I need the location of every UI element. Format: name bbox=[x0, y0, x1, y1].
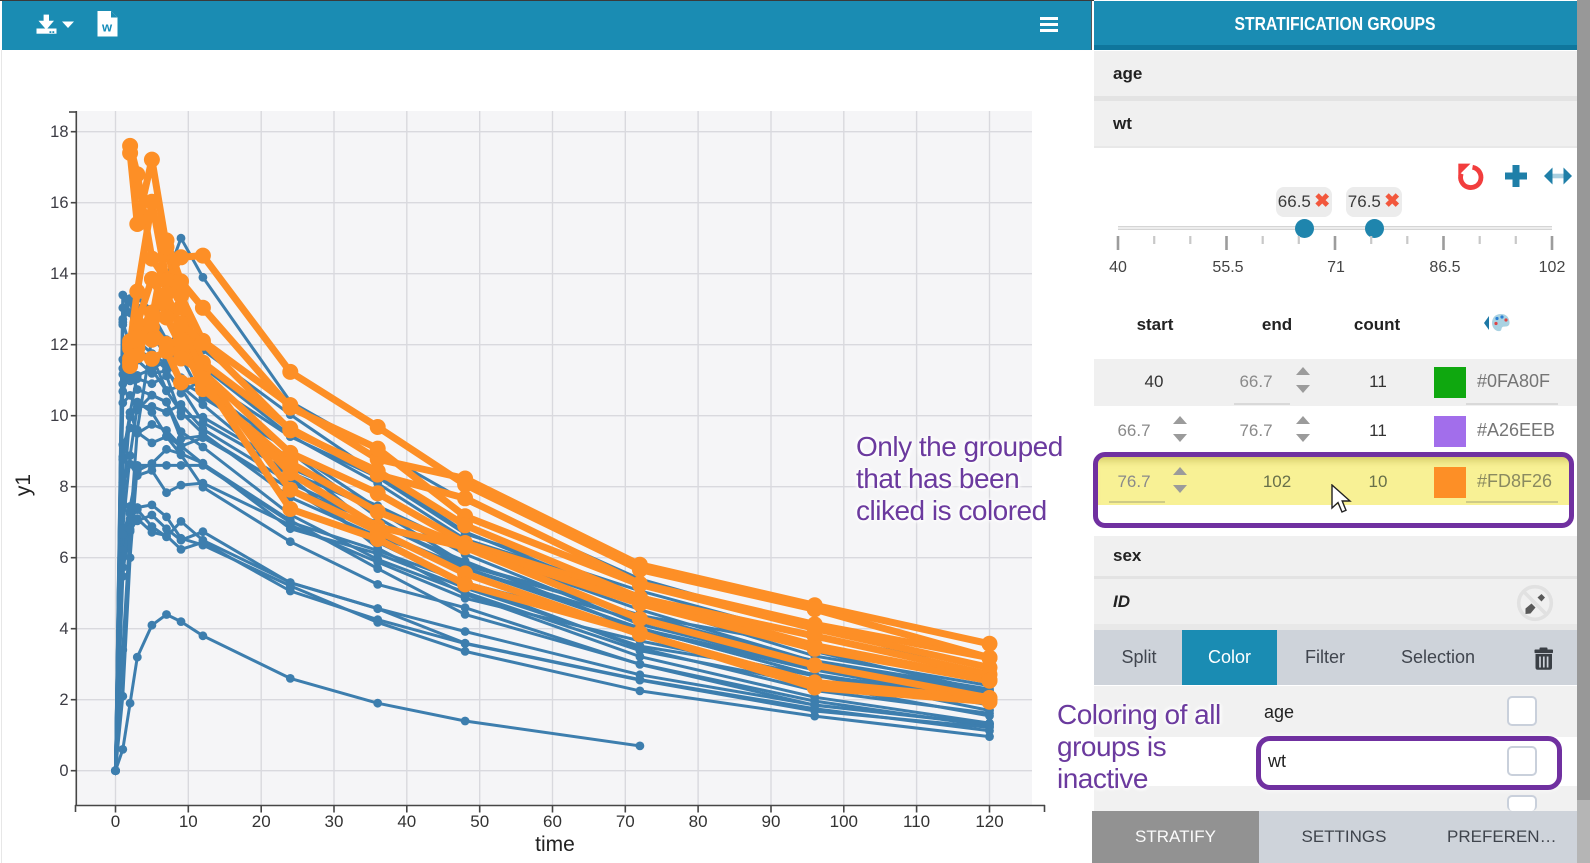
svg-text:18: 18 bbox=[50, 123, 68, 141]
svg-text:10: 10 bbox=[50, 407, 68, 425]
svg-text:30: 30 bbox=[325, 812, 344, 831]
svg-text:time: time bbox=[535, 833, 575, 856]
svg-text:90: 90 bbox=[762, 812, 781, 831]
svg-text:12: 12 bbox=[50, 336, 68, 354]
svg-text:40: 40 bbox=[397, 812, 416, 831]
svg-text:80: 80 bbox=[689, 812, 708, 831]
svg-text:y1: y1 bbox=[12, 474, 35, 496]
svg-text:16: 16 bbox=[50, 194, 68, 212]
svg-text:14: 14 bbox=[50, 265, 68, 283]
svg-text:120: 120 bbox=[975, 812, 1003, 831]
svg-text:STRATIFICATION GROUPS: STRATIFICATION GROUPS bbox=[1235, 14, 1436, 34]
svg-text:4: 4 bbox=[59, 620, 68, 638]
svg-text:0: 0 bbox=[111, 812, 120, 831]
svg-text:60: 60 bbox=[543, 812, 562, 831]
svg-text:6: 6 bbox=[59, 549, 68, 567]
svg-text:w: w bbox=[101, 20, 113, 35]
svg-text:50: 50 bbox=[470, 812, 489, 831]
svg-text:100: 100 bbox=[830, 812, 858, 831]
svg-text:70: 70 bbox=[616, 812, 635, 831]
svg-text:110: 110 bbox=[903, 812, 930, 831]
svg-text:0: 0 bbox=[59, 762, 68, 780]
svg-text:8: 8 bbox=[59, 478, 68, 496]
svg-text:10: 10 bbox=[179, 812, 198, 831]
svg-text:20: 20 bbox=[252, 812, 271, 831]
svg-text:2: 2 bbox=[59, 691, 68, 709]
